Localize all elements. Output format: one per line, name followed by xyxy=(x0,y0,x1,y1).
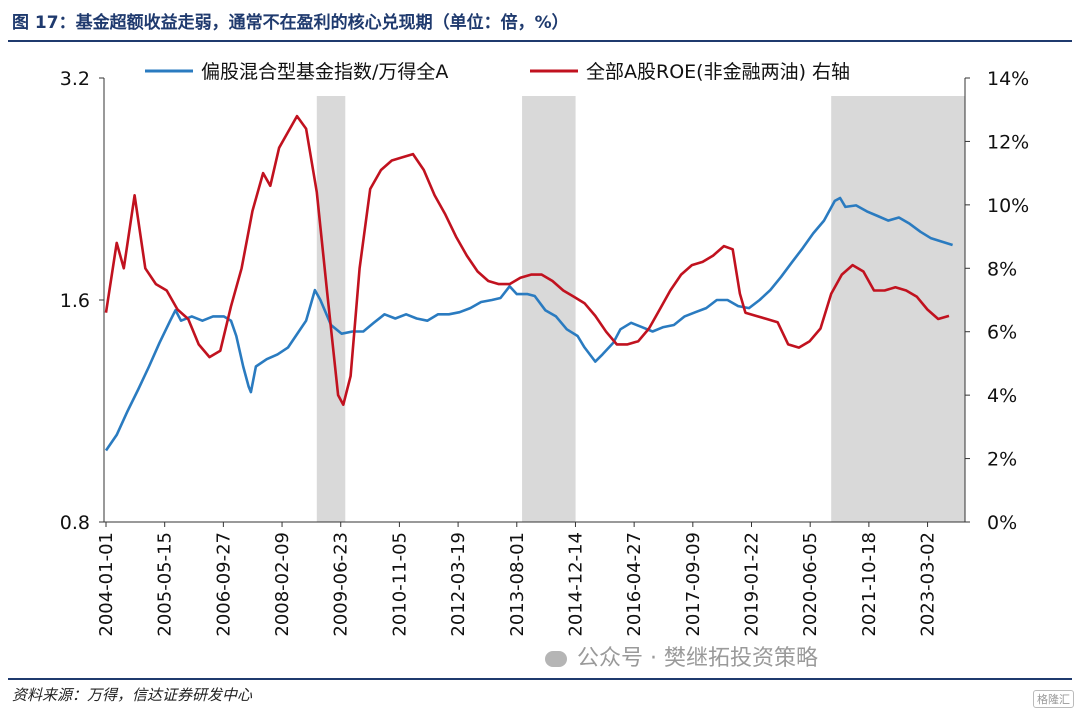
shaded-period xyxy=(316,96,346,522)
shaded-period xyxy=(522,96,576,522)
chart-title: 图 17：基金超额收益走弱，通常不在盈利的核心兑现期（单位：倍，%） xyxy=(12,13,569,33)
right-tick-label: 12% xyxy=(987,131,1029,153)
x-tick-label: 2017-09-09 xyxy=(683,532,704,637)
right-tick-label: 2% xyxy=(987,449,1017,471)
watermark-text: 公众号 · 樊继拓投资策略 xyxy=(577,646,818,671)
series-lines xyxy=(104,114,953,452)
right-tick-label: 4% xyxy=(987,385,1017,407)
legend-label: 全部A股ROE(非金融两油) 右轴 xyxy=(586,61,850,83)
shaded-period xyxy=(831,96,965,522)
x-tick-label: 2016-04-27 xyxy=(624,532,645,637)
x-tick-label: 2004-01-01 xyxy=(96,532,117,637)
corner-mark: 格隆汇 xyxy=(1033,690,1074,708)
x-tick-label: 2023-03-02 xyxy=(918,532,939,637)
x-tick-label: 2008-02-09 xyxy=(272,532,293,637)
left-tick-label: 3.2 xyxy=(60,68,90,90)
series-line-fund-ratio xyxy=(104,196,953,452)
right-tick-label: 6% xyxy=(987,322,1017,344)
x-tick-label: 2009-06-23 xyxy=(331,532,352,637)
x-tick-label: 2013-08-01 xyxy=(507,532,528,637)
legend-label: 偏股混合型基金指数/万得全A xyxy=(201,61,448,83)
title-rule xyxy=(8,40,1072,42)
x-tick-label: 2010-11-05 xyxy=(389,532,410,637)
left-tick-label: 0.8 xyxy=(60,512,90,534)
shaded-periods xyxy=(316,96,965,522)
x-tick-label: 2014-12-14 xyxy=(565,532,586,637)
x-tick-label: 2006-09-27 xyxy=(213,532,234,637)
x-tick-label: 2019-01-22 xyxy=(742,532,763,637)
axes: 0.8 1.6 3.2 0% 2% 4% 6% 8% 10% 12% 14% 2004-01-01 20… xyxy=(60,68,1029,637)
source-note: 资料来源：万得，信达证券研发中心 xyxy=(12,686,253,704)
x-tick-label: 2005-05-15 xyxy=(155,532,176,637)
legend: 偏股混合型基金指数/万得全A 全部A股ROE(非金融两油) 右轴 xyxy=(145,61,850,83)
right-tick-label: 14% xyxy=(987,68,1029,90)
x-tick-label: 2021-10-18 xyxy=(859,532,880,637)
x-tick-label: 2012-03-19 xyxy=(448,532,469,637)
chart: 0.8 1.6 3.2 0% 2% 4% 6% 8% 10% 12% 14% 2004-01-01 20… xyxy=(60,61,1029,637)
x-tick-label: 2020-06-05 xyxy=(800,532,821,637)
left-tick-label: 1.6 xyxy=(60,290,90,312)
watermark: 公众号 · 樊继拓投资策略 xyxy=(545,640,818,672)
wechat-icon xyxy=(545,651,567,667)
right-tick-label: 0% xyxy=(987,512,1017,534)
series-line-roe xyxy=(104,114,950,406)
right-tick-label: 10% xyxy=(987,195,1029,217)
footer-rule xyxy=(8,678,1072,680)
right-tick-label: 8% xyxy=(987,258,1017,280)
